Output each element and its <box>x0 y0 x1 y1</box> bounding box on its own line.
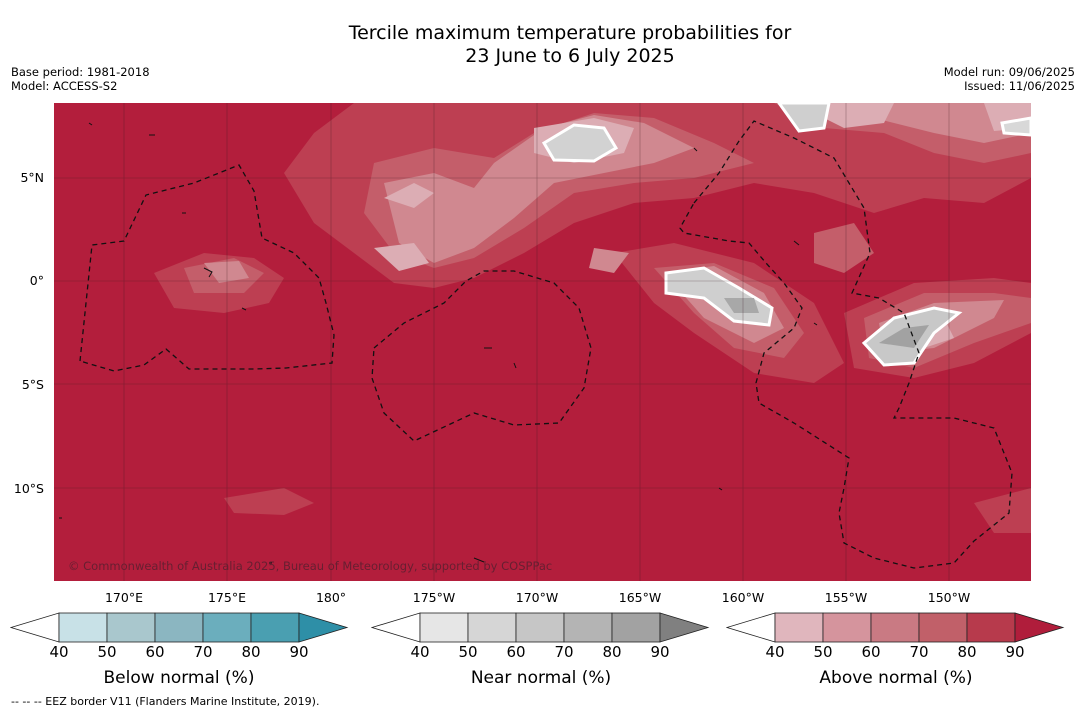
probability-map <box>54 103 1031 581</box>
map-title: Tercile maximum temperature probabilitie… <box>0 22 1085 68</box>
meta-right: Model run: 09/06/2025 Issued: 11/06/2025 <box>944 65 1075 93</box>
colorbar-segment <box>419 612 469 643</box>
title-line-2: 23 June to 6 July 2025 <box>465 45 675 67</box>
colorbar-tick: 50 <box>813 643 833 661</box>
eez-borders <box>79 120 1013 569</box>
near-normal-areas <box>541 103 1031 367</box>
colorbar-tick: 60 <box>145 643 165 661</box>
island-outlines <box>59 122 818 564</box>
lat-label: 0° <box>29 273 44 288</box>
lon-label: 155°W <box>824 590 868 605</box>
colorbar-segment <box>371 612 421 643</box>
colorbar-segment <box>1014 612 1065 643</box>
colorbar-tick: 50 <box>97 643 117 661</box>
lat-label: 5°N <box>20 170 44 185</box>
colorbar-segment <box>202 612 252 643</box>
legend-title-near-normal: Near normal (%) <box>470 668 612 688</box>
colorbar-tick: 40 <box>765 643 785 661</box>
base-period: Base period: 1981-2018 <box>11 65 150 79</box>
colorbar-tick: 90 <box>650 643 670 661</box>
colorbar-segment <box>58 612 108 643</box>
colorbar-tick: 90 <box>1005 643 1025 661</box>
colorbar-tick: 50 <box>458 643 478 661</box>
colorbar-segment <box>611 612 661 643</box>
colorbar-segment <box>298 612 349 643</box>
colorbar-segment <box>154 612 204 643</box>
colorbar-segment <box>467 612 517 643</box>
model-run: Model run: 09/06/2025 <box>943 65 1075 79</box>
colorbar-tick: 60 <box>861 643 881 661</box>
colorbar-tick: 80 <box>241 643 261 661</box>
colorbar-segment <box>822 612 872 643</box>
issued-date: Issued: 11/06/2025 <box>964 79 1075 93</box>
title-line-1: Tercile maximum temperature probabilitie… <box>348 22 792 44</box>
colorbar-above-normal <box>726 612 1065 643</box>
colorbar-tick: 70 <box>909 643 929 661</box>
colorbar-segment <box>726 612 776 643</box>
lon-label: 170°W <box>515 590 559 605</box>
colorbar-below-normal <box>10 612 349 643</box>
colorbar-segment <box>515 612 565 643</box>
lon-label: 165°W <box>618 590 662 605</box>
lon-label: 175°W <box>412 590 456 605</box>
lon-label: 180° <box>315 590 347 605</box>
colorbar-tick: 70 <box>193 643 213 661</box>
colorbar-tick: 40 <box>49 643 69 661</box>
meta-left: Base period: 1981-2018 Model: ACCESS-S2 <box>11 65 150 93</box>
model-name: Model: ACCESS-S2 <box>11 79 118 93</box>
colorbar-segment <box>870 612 920 643</box>
eez-footnote: -- -- -- EEZ border V11 (Flanders Marine… <box>11 695 320 708</box>
colorbar-tick: 80 <box>602 643 622 661</box>
legend-title-below-normal: Below normal (%) <box>103 668 255 688</box>
legend-title-above-normal: Above normal (%) <box>819 668 973 688</box>
colorbar-segment <box>106 612 156 643</box>
lon-label: 175°E <box>207 590 246 605</box>
colorbar-segment <box>918 612 968 643</box>
colorbar-segment <box>774 612 824 643</box>
graticule <box>54 103 1031 581</box>
colorbar-tick: 70 <box>554 643 574 661</box>
copyright-notice: © Commonwealth of Australia 2025, Bureau… <box>68 559 553 573</box>
colorbar-tick: 80 <box>957 643 977 661</box>
colorbar-tick: 90 <box>289 643 309 661</box>
lat-label: 10°S <box>13 481 44 496</box>
lat-label: 5°S <box>21 377 44 392</box>
colorbar-segment <box>966 612 1016 643</box>
colorbar-tick: 40 <box>410 643 430 661</box>
lon-label: 150°W <box>927 590 971 605</box>
lon-label: 170°E <box>104 590 143 605</box>
colorbar-tick: 60 <box>506 643 526 661</box>
lon-label: 160°W <box>721 590 765 605</box>
colorbar-near-normal <box>371 612 710 643</box>
colorbar-segment <box>250 612 300 643</box>
colorbar-segment <box>10 612 60 643</box>
colorbar-segment <box>563 612 613 643</box>
colorbar-segment <box>659 612 710 643</box>
